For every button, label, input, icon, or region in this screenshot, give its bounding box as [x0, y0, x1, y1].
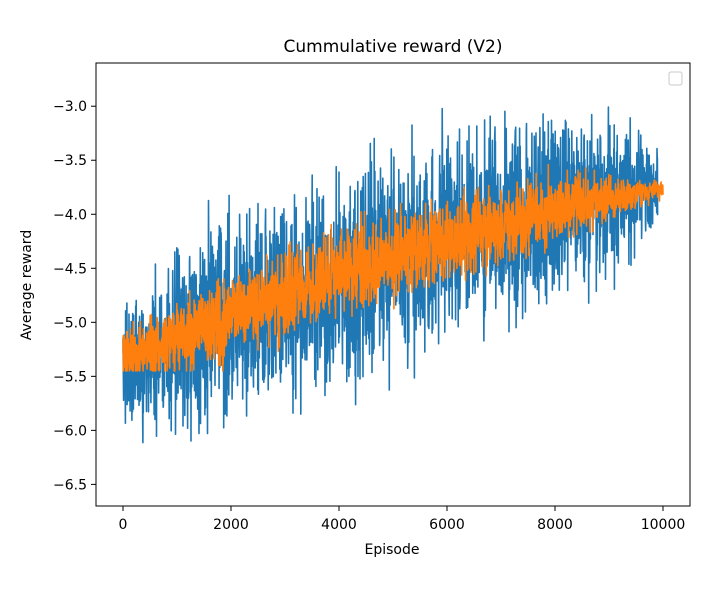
- y-tick-label: −6.5: [53, 477, 87, 493]
- x-tick-label: 6000: [429, 517, 465, 533]
- x-tick-label: 4000: [321, 517, 357, 533]
- y-tick-label: −4.0: [53, 207, 87, 223]
- x-tick-label: 0: [119, 517, 128, 533]
- x-tick-label: 2000: [213, 517, 249, 533]
- axes-frame: [95, 62, 691, 507]
- y-tick-label: −3.5: [53, 153, 87, 169]
- x-tick-label: 10000: [641, 517, 686, 533]
- y-axis-label: Average reward: [19, 230, 35, 340]
- y-tick-label: −6.0: [53, 423, 87, 439]
- chart-title: Cummulative reward (V2): [284, 37, 503, 57]
- legend-box: [668, 71, 683, 86]
- y-axis: −6.5 −6.0 −5.5 −5.0 −4.5 −4.0 −3.5 −3.0: [53, 99, 96, 493]
- x-tick-label: 8000: [537, 517, 573, 533]
- series-2-line: [122, 163, 664, 372]
- y-tick-label: −4.5: [53, 261, 87, 277]
- x-axis-label: Episode: [365, 542, 420, 558]
- y-tick-label: −3.0: [53, 99, 87, 115]
- y-tick-label: −5.0: [53, 315, 87, 331]
- y-tick-label: −5.5: [53, 369, 87, 385]
- series-layer: [122, 106, 664, 444]
- x-axis: 0 2000 4000 6000 8000 10000: [119, 506, 686, 533]
